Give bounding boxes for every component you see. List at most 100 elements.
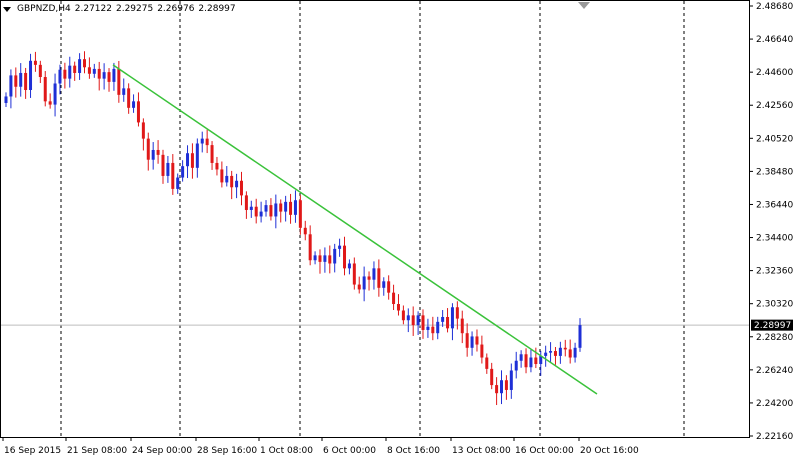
bullish-candle xyxy=(323,247,327,273)
candle-body xyxy=(161,154,165,176)
bearish-candle xyxy=(328,245,332,274)
candle-body xyxy=(136,101,140,123)
candle-body xyxy=(313,255,317,261)
candle-body xyxy=(151,149,155,160)
candle-body xyxy=(441,316,445,322)
bullish-candle xyxy=(249,200,253,218)
bullish-candle xyxy=(264,200,268,217)
dropdown-triangle-icon[interactable] xyxy=(3,6,11,12)
x-tick-label: 24 Sep 00:00 xyxy=(132,446,192,456)
candle-body xyxy=(210,145,214,163)
x-tick-label: 8 Oct 16:00 xyxy=(387,446,440,456)
high-value: 2.29275 xyxy=(115,4,154,14)
bearish-candle xyxy=(392,284,396,311)
bearish-candle xyxy=(460,310,464,344)
y-tick-label: 2.46640 xyxy=(756,35,793,45)
candle-body xyxy=(509,370,513,390)
candle-body xyxy=(284,201,288,212)
candle-body xyxy=(171,162,175,189)
candle-body xyxy=(117,68,121,95)
candle-body xyxy=(122,88,126,95)
bearish-candle xyxy=(161,149,165,184)
candle-body xyxy=(58,69,62,84)
y-tick-label: 2.30320 xyxy=(756,300,793,310)
price-axis: 2.48680 2.46640 2.44600 2.42560 2.40520 2.384… xyxy=(749,2,793,442)
bullish-candle xyxy=(558,341,562,364)
candle-body xyxy=(401,310,405,321)
y-tick-label: 2.34400 xyxy=(756,234,793,244)
bearish-candle xyxy=(43,71,47,107)
bearish-candle xyxy=(480,335,484,364)
bullish-candle xyxy=(4,92,8,108)
bullish-candle xyxy=(519,350,523,368)
bullish-candle xyxy=(68,56,72,88)
bearish-candle xyxy=(318,249,322,274)
bearish-candle xyxy=(455,301,459,330)
chart-header: GBPNZD,H4 2.27122 2.29275 2.26976 2.2899… xyxy=(3,4,236,14)
bearish-candle xyxy=(504,375,508,400)
y-tick-label: 2.44600 xyxy=(756,68,793,78)
candle-body xyxy=(239,180,243,196)
bearish-candle xyxy=(127,83,131,114)
candle-body xyxy=(578,325,582,348)
bullish-candle xyxy=(426,318,430,338)
x-tick-label: 1 Oct 08:00 xyxy=(260,446,313,456)
x-tick-label: 28 Sep 16:00 xyxy=(197,446,257,456)
bearish-candle xyxy=(82,51,86,74)
x-tick-label: 20 Oct 16:00 xyxy=(580,446,639,456)
candle-body xyxy=(465,333,469,348)
bullish-candle xyxy=(416,311,420,335)
bullish-candle xyxy=(92,63,96,78)
candle-body xyxy=(323,255,327,262)
candle-body xyxy=(308,234,312,261)
candle-body xyxy=(112,68,116,82)
candle-body xyxy=(244,195,248,210)
candle-body xyxy=(97,68,101,79)
bearish-candle xyxy=(33,51,37,72)
bullish-candle xyxy=(225,166,229,187)
bearish-candle xyxy=(239,171,243,206)
trendline[interactable] xyxy=(112,64,598,395)
bearish-candle xyxy=(97,61,101,91)
bullish-candle xyxy=(500,370,504,405)
candle-body xyxy=(33,60,37,65)
bearish-candle xyxy=(563,339,567,357)
candle-body xyxy=(225,175,229,183)
candle-body xyxy=(235,180,239,188)
low-value: 2.26976 xyxy=(157,4,195,14)
bullish-candle xyxy=(78,53,82,80)
candle-body xyxy=(568,349,572,358)
candle-body xyxy=(524,354,528,368)
bearish-candle xyxy=(24,67,28,99)
candle-body xyxy=(38,64,42,78)
bearish-candle xyxy=(396,294,400,316)
candle-body xyxy=(68,65,72,79)
candle-body xyxy=(431,326,435,334)
current-price-label: 2.28997 xyxy=(751,319,793,331)
candle-body xyxy=(298,200,302,228)
bearish-candle xyxy=(215,156,219,176)
candle-body xyxy=(406,315,410,321)
symbol-label: GBPNZD,H4 xyxy=(17,4,71,14)
bullish-candle xyxy=(436,316,440,340)
candle-body xyxy=(24,72,28,90)
candle-body xyxy=(181,166,185,178)
candle-body xyxy=(460,318,464,334)
bullish-candle xyxy=(362,266,366,302)
bearish-candle xyxy=(303,220,307,241)
candle-body xyxy=(146,138,150,160)
bullish-candle xyxy=(200,131,204,153)
bullish-candle xyxy=(573,342,577,363)
candlestick-series xyxy=(4,51,582,406)
candle-body xyxy=(78,59,82,73)
current-price-text: 2.28997 xyxy=(754,321,791,331)
chart-shift-marker-icon[interactable] xyxy=(578,2,590,9)
candle-body xyxy=(190,153,194,168)
bearish-candle xyxy=(352,257,356,290)
bearish-candle xyxy=(244,191,248,219)
bullish-candle xyxy=(102,63,106,90)
candle-body xyxy=(544,352,548,356)
bullish-candle xyxy=(151,142,155,170)
candle-body xyxy=(230,175,234,188)
